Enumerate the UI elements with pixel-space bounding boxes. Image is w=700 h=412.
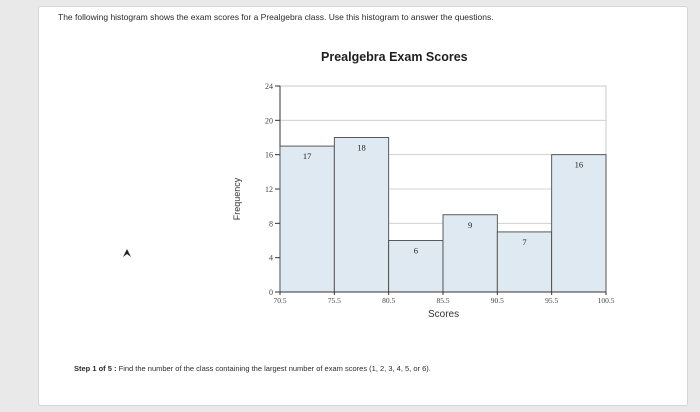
- histogram-bar: [333, 137, 390, 293]
- step-prefix: Step 1 of 5 :: [74, 364, 117, 373]
- y-tick-label: 8: [269, 219, 273, 228]
- y-tick-label: 16: [265, 151, 273, 160]
- step-text: Find the number of the class containing …: [118, 364, 431, 373]
- bar-value-label: 7: [522, 237, 526, 247]
- x-tick-label: 80.5: [382, 296, 395, 305]
- step-instruction: Step 1 of 5 : Find the number of the cla…: [74, 364, 431, 373]
- x-tick-label: 95.5: [545, 296, 558, 305]
- bar-value-label: 6: [414, 246, 418, 256]
- x-tick-label: 70.5: [273, 296, 286, 305]
- y-tick-label: 24: [265, 82, 273, 91]
- x-tick-label: 75.5: [328, 296, 341, 305]
- x-tick-label: 85.5: [436, 296, 449, 305]
- bar-value-label: 18: [357, 143, 366, 153]
- x-axis-label: Scores: [428, 309, 460, 320]
- y-tick-label: 12: [265, 185, 273, 194]
- x-tick-label: 100.5: [598, 296, 615, 305]
- mouse-cursor-icon: [122, 245, 132, 263]
- y-tick-label: 20: [265, 116, 273, 125]
- bar-value-label: 16: [575, 160, 584, 170]
- y-tick-label: 4: [269, 254, 273, 263]
- y-tick-label: 0: [269, 288, 273, 297]
- bar-value-label: 17: [303, 151, 312, 161]
- question-text: The following histogram shows the exam s…: [58, 12, 494, 22]
- histogram-bar: [551, 154, 607, 293]
- histogram-bar: [388, 240, 444, 293]
- chart-title: Prealgebra Exam Scores: [321, 50, 468, 64]
- bar-value-label: 9: [468, 220, 472, 230]
- histogram-bar: [442, 214, 498, 293]
- histogram-bar: [279, 145, 335, 293]
- x-tick-label: 90.5: [491, 296, 504, 305]
